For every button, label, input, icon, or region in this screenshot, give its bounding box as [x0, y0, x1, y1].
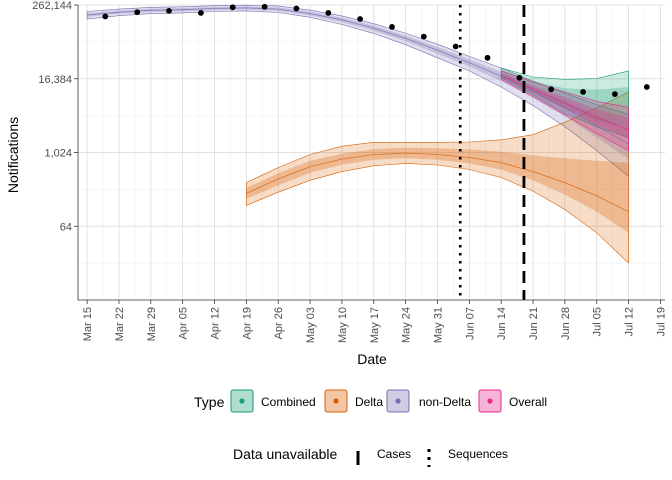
x-tick-label: Jun 07	[464, 307, 476, 340]
legend-dot-combined	[239, 398, 245, 404]
legend-key-non-delta: non-Delta	[386, 389, 471, 413]
y-tick-label: 64	[60, 221, 72, 233]
observed-point	[261, 3, 268, 10]
x-tick-label: Jul 05	[592, 307, 604, 336]
observed-point	[293, 5, 300, 12]
median-line-delta	[246, 152, 629, 213]
legend-dot-delta	[333, 398, 339, 404]
x-axis-title: Date	[357, 351, 387, 367]
x-tick-label: Jun 21	[528, 307, 540, 340]
x-tick-label: May 10	[337, 307, 349, 343]
legend-data-unavailable: Data unavailable Cases Sequences	[233, 446, 508, 467]
legend-label-delta: Delta	[355, 395, 383, 409]
legend-unavailable-title: Data unavailable	[233, 446, 338, 462]
x-tick-label: May 03	[305, 307, 317, 343]
data-unavailable-lines	[458, 5, 526, 300]
x-tick-labels: Mar 15 Mar 22 Mar 29 Apr 05 Apr 12 Apr 19 Apr …	[82, 307, 667, 343]
observed-point	[229, 4, 236, 11]
median-line-non-delta	[87, 7, 629, 145]
legend-label-sequences: Sequences	[448, 447, 508, 461]
observed-point	[643, 84, 650, 90]
legend-key-combined: Combined	[230, 389, 316, 413]
x-tick-label: May 24	[401, 307, 413, 343]
observed-point	[389, 24, 395, 30]
observed-point	[325, 10, 332, 16]
x-tick-label: Apr 12	[210, 307, 222, 339]
x-tick-label: Apr 05	[178, 307, 190, 339]
legend-key-delta: Delta	[324, 389, 383, 413]
legend-type-title: Type	[194, 394, 225, 410]
x-tick-label: Apr 26	[273, 307, 285, 339]
x-tick-label: May 31	[433, 307, 445, 343]
grid	[78, 4, 665, 300]
x-tick-label: Apr 19	[241, 307, 253, 339]
ribbon-outer-delta	[246, 91, 629, 264]
ribbon-inner-combined	[501, 69, 629, 128]
y-tick-label: 1,024	[44, 148, 72, 160]
y-tick-label: 262,144	[32, 0, 72, 12]
x-tick-label: Mar 15	[82, 307, 94, 341]
x-tick-label: May 17	[369, 307, 381, 343]
observed-point	[580, 89, 586, 95]
observed-point	[420, 33, 427, 40]
ribbon-inner-delta	[246, 147, 629, 233]
ribbon-outer-overall	[500, 70, 629, 152]
x-tick-label: Jul 12	[624, 307, 636, 336]
axes	[74, 4, 665, 304]
legend-key-overall: Overall	[478, 389, 547, 413]
observed-point	[198, 10, 204, 16]
x-tick-label: Mar 22	[114, 307, 126, 341]
observed-point	[612, 91, 618, 97]
ribbon-inner-non-delta	[87, 6, 629, 160]
legend-label-combined: Combined	[261, 395, 316, 409]
legend-type: Type Combined Delta non-Delta Overall	[194, 389, 547, 413]
observed-point	[166, 7, 172, 14]
observed-point	[102, 13, 109, 20]
y-axis-title: Notifications	[5, 117, 21, 193]
legend-label-overall: Overall	[509, 395, 547, 409]
observed-point	[548, 86, 555, 93]
median-line-overall	[501, 75, 629, 131]
median-lines	[87, 7, 629, 213]
observed-point	[134, 9, 141, 16]
observed-point	[484, 54, 491, 61]
legend-label-non-delta: non-Delta	[419, 395, 471, 409]
y-tick-label: 16,384	[38, 74, 72, 86]
y-tick-labels: 64 1,024 16,384 262,144	[32, 0, 72, 233]
legend-label-cases: Cases	[377, 447, 411, 461]
observed-point	[452, 43, 459, 50]
observed-point	[516, 74, 523, 81]
observed-points	[102, 3, 650, 97]
x-tick-label: Mar 29	[146, 307, 158, 341]
x-tick-label: Jun 14	[496, 307, 508, 340]
legend-dot-overall	[487, 398, 493, 404]
legend-dot-non-delta	[395, 398, 401, 404]
observed-point	[357, 16, 363, 22]
x-tick-label: Jun 28	[560, 307, 572, 340]
ribbons	[86, 4, 629, 264]
x-tick-label: Jul 19	[655, 307, 667, 336]
